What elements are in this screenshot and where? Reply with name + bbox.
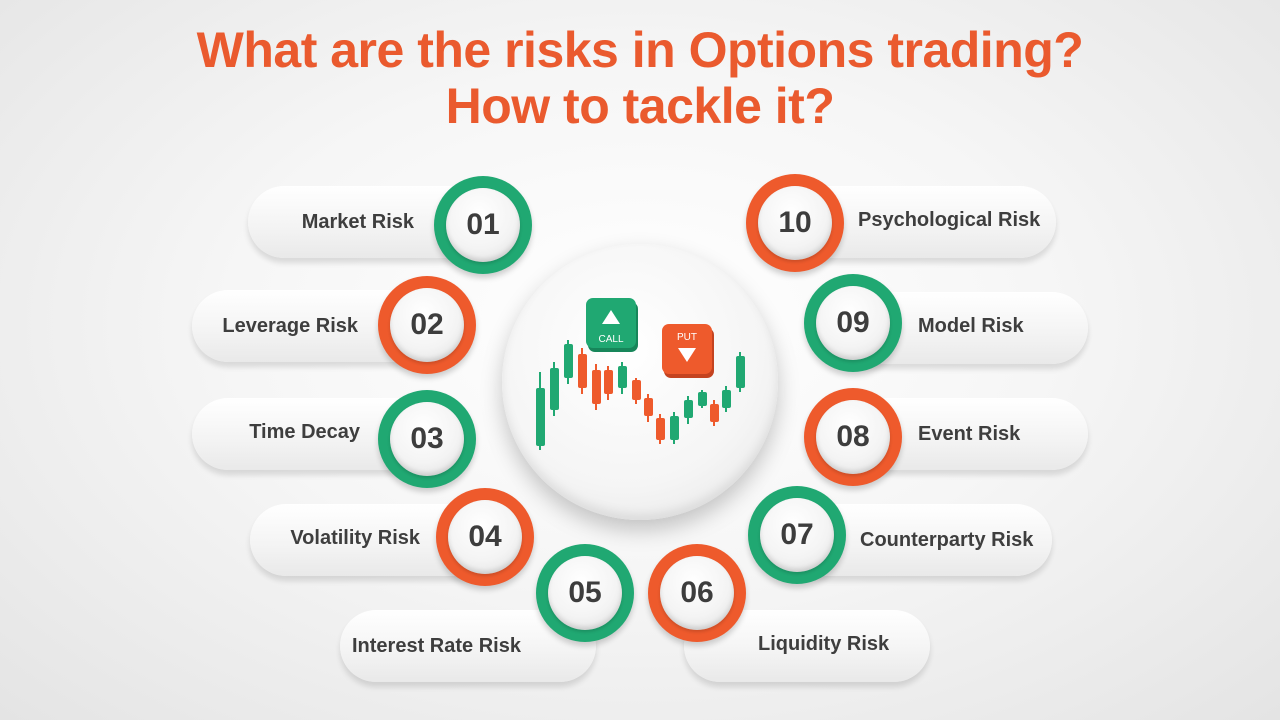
- risk-badge-06: 06: [648, 544, 746, 642]
- risk-number-07: 07: [780, 518, 814, 551]
- title-line-1: What are the risks in Options trading?: [196, 22, 1084, 78]
- candlestick-chart-icon: CALL PUT: [536, 298, 745, 450]
- risk-label-10: Psychological Risk: [858, 209, 1041, 231]
- risk-number-08: 08: [836, 420, 870, 453]
- risk-number-10: 10: [778, 206, 812, 239]
- risk-badge-03: 03: [378, 390, 476, 488]
- risk-number-05: 05: [568, 576, 602, 609]
- risk-number-01: 01: [466, 208, 500, 241]
- risk-badge-10: 10: [746, 174, 844, 272]
- risk-label-03: Time Decay: [249, 421, 360, 443]
- risk-label-02: Leverage Risk: [222, 315, 358, 337]
- risk-badge-01: 01: [434, 176, 532, 274]
- risk-number-02: 02: [410, 308, 444, 341]
- title-line-2: How to tackle it?: [445, 78, 835, 134]
- risk-label-04: Volatility Risk: [290, 527, 420, 549]
- call-badge: CALL: [586, 298, 638, 352]
- risk-badge-09: 09: [804, 274, 902, 372]
- center-circle: CALL PUT: [502, 244, 778, 520]
- risk-label-08: Event Risk: [918, 423, 1021, 445]
- risk-number-09: 09: [836, 306, 870, 339]
- candles-green: [536, 340, 745, 450]
- page-title: What are the risks in Options trading? H…: [0, 22, 1280, 134]
- risk-label-06: Liquidity Risk: [758, 633, 890, 655]
- risk-badge-05: 05: [536, 544, 634, 642]
- put-label: PUT: [677, 332, 697, 343]
- put-badge: PUT: [662, 324, 714, 378]
- risk-badge-02: 02: [378, 276, 476, 374]
- risk-label-05: Interest Rate Risk: [352, 635, 521, 657]
- risk-badge-07: 07: [748, 486, 846, 584]
- risk-label-01: Market Risk: [301, 211, 414, 233]
- risk-number-03: 03: [410, 422, 444, 455]
- risk-number-06: 06: [680, 576, 714, 609]
- risk-badge-04: 04: [436, 488, 534, 586]
- call-label: CALL: [598, 334, 623, 345]
- risk-number-04: 04: [468, 520, 502, 553]
- risk-label-07: Counterparty Risk: [860, 529, 1034, 551]
- risk-badge-08: 08: [804, 388, 902, 486]
- candles-orange: [578, 348, 719, 444]
- risk-label-09: Model Risk: [918, 315, 1024, 337]
